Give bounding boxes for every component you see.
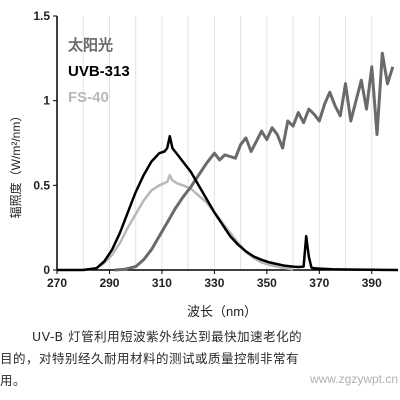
y-tick-label: 1 [43,94,50,108]
series-line-fs40 [83,173,294,272]
caption: UV-B 灯管利用短波紫外线达到最快加速老化的 目的，对特别经久耐用材料的测试或… [0,326,400,392]
series-line-sunlight [114,51,395,272]
chart-series [57,51,399,272]
x-tick-label: 290 [99,276,119,290]
caption-line-1: UV-B 灯管利用短波紫外线达到最快加速老化的 [32,329,303,344]
y-tick-label: 0.5 [33,178,50,192]
chart-tick-labels: 270 290 310 330 350 370 390 0 0.5 1 1.5 [33,9,382,290]
x-tick-label: 330 [204,276,224,290]
irradiance-chart: 270 290 310 330 350 370 390 0 0.5 1 1.5 辐照度（W/m²/n… [8,9,399,319]
legend-entry-sunlight: 太阳光 [68,36,113,54]
x-tick-label: 310 [152,276,172,290]
x-tick-label: 390 [362,276,382,290]
caption-line-2: 目的，对特别经久耐用材料的测试或质量控制非常有 [0,351,300,366]
watermark: www.zgzywpt.cn [309,372,398,386]
x-axis-label: 波长（nm） [187,304,257,319]
legend-entry-uvb313: UVB-313 [68,63,130,80]
y-tick-label: 1.5 [33,9,50,23]
x-tick-label: 270 [47,276,67,290]
chart-axes [53,15,398,274]
legend-entry-fs40: FS-40 [68,89,109,106]
y-tick-label: 0 [43,263,50,277]
caption-line-3: 用。 [0,373,27,388]
series-line-uvb313 [57,134,399,272]
y-axis-label: 辐照度（W/m²/nm） [8,110,23,219]
x-tick-label: 370 [309,276,329,290]
x-tick-label: 350 [257,276,277,290]
chart-grid [82,16,373,270]
